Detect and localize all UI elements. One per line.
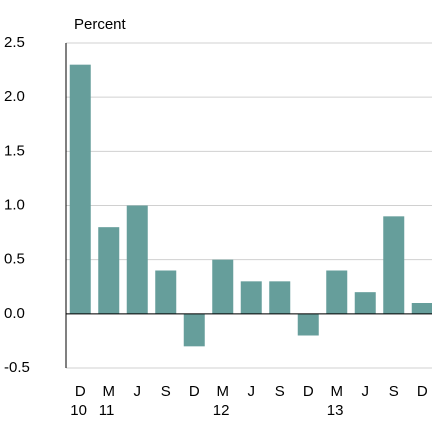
y-tick-label: 0.0 bbox=[4, 305, 25, 322]
bar bbox=[383, 216, 405, 314]
bar bbox=[183, 313, 205, 347]
y-tick-label: 2.5 bbox=[4, 34, 25, 51]
x-tick-label: J bbox=[134, 383, 142, 400]
x-tick-label: S bbox=[389, 383, 399, 400]
x-tick-label: D bbox=[189, 383, 200, 400]
x-tick-label: S bbox=[161, 383, 171, 400]
bar bbox=[269, 281, 291, 314]
x-year-label: 11 bbox=[99, 402, 115, 419]
x-tick-label: M bbox=[217, 383, 230, 400]
y-tick-label: 1.0 bbox=[4, 196, 25, 213]
y-tick-label: 1.5 bbox=[4, 142, 25, 159]
bar bbox=[411, 303, 432, 314]
x-tick-label: J bbox=[248, 383, 256, 400]
bar bbox=[69, 64, 91, 314]
x-tick-label: S bbox=[275, 383, 285, 400]
y-axis-label: Percent bbox=[74, 16, 127, 33]
bar bbox=[212, 259, 234, 314]
x-tick-label: D bbox=[303, 383, 314, 400]
bar bbox=[155, 270, 177, 314]
x-tick-label: M bbox=[103, 383, 116, 400]
x-tick-label: M bbox=[331, 383, 344, 400]
bar bbox=[240, 281, 262, 314]
x-tick-label: D bbox=[75, 383, 86, 400]
x-year-label: 12 bbox=[213, 402, 230, 419]
x-tick-label: J bbox=[362, 383, 370, 400]
y-tick-label: -0.5 bbox=[4, 359, 30, 376]
bar bbox=[354, 292, 376, 314]
y-tick-label: 0.5 bbox=[4, 251, 25, 268]
bar bbox=[297, 313, 319, 336]
x-year-label: 10 bbox=[70, 402, 87, 419]
x-year-label: 13 bbox=[327, 402, 344, 419]
bar bbox=[126, 205, 148, 314]
x-tick-label: D bbox=[417, 383, 428, 400]
bar bbox=[98, 227, 120, 314]
bar bbox=[326, 270, 348, 314]
y-tick-label: 2.0 bbox=[4, 88, 25, 105]
